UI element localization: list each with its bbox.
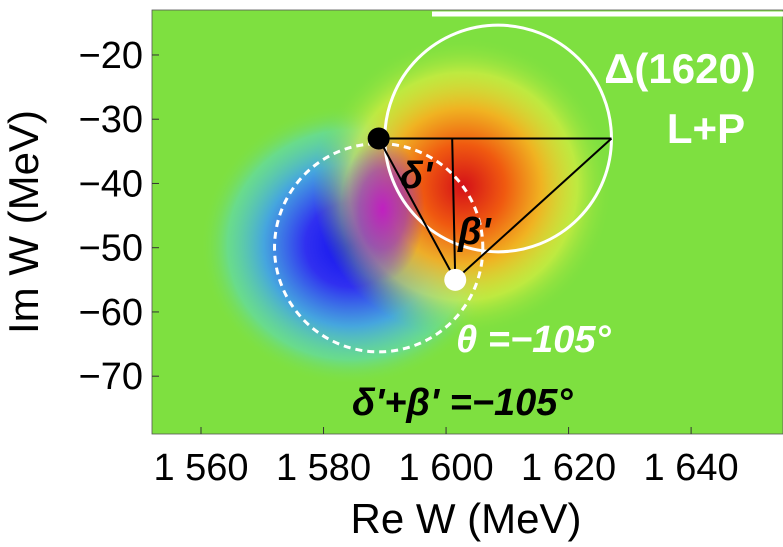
pole-marker [367, 127, 390, 150]
triangle-vertical [451, 138, 457, 280]
dashed-white-circle [273, 142, 485, 354]
y-axis-ticks: −20 −30 −40 −50 −60 −70 [79, 35, 159, 398]
x-axis-ticks: 1 560 1 580 1 600 1 620 1 640 [153, 427, 739, 489]
x-axis-label: Re W (MeV) [351, 495, 582, 542]
x-tick-label: 1 560 [153, 447, 248, 489]
sum-annotation: δ'+β' =−105° [352, 382, 573, 424]
y-tick-label: −60 [79, 292, 143, 334]
theta-annotation: θ =−105° [456, 319, 612, 361]
plot-frame [151, 9, 783, 435]
magenta-core [340, 137, 425, 282]
x-tick-label: 1 620 [521, 447, 616, 489]
chart-subtitle: L+P [667, 105, 745, 152]
y-tick-label: −20 [79, 35, 143, 77]
y-tick-label: −50 [79, 228, 143, 270]
x-tick-label: 1 600 [399, 447, 494, 489]
y-tick-label: −70 [79, 356, 143, 398]
x-tick-label: 1 580 [276, 447, 371, 489]
y-tick-label: −40 [79, 163, 143, 205]
chart-title: Δ(1620) [604, 45, 756, 92]
triangle-hypotenuse [454, 137, 613, 281]
delta-prime-label: δ' [400, 155, 434, 197]
pole-to-zero-line [377, 138, 457, 281]
x-tick-label: 1 640 [644, 447, 739, 489]
y-tick-label: −30 [79, 99, 143, 141]
y-axis-label: Im W (MeV) [0, 110, 47, 334]
beta-prime-label: β' [457, 211, 493, 253]
zero-marker [444, 268, 467, 291]
